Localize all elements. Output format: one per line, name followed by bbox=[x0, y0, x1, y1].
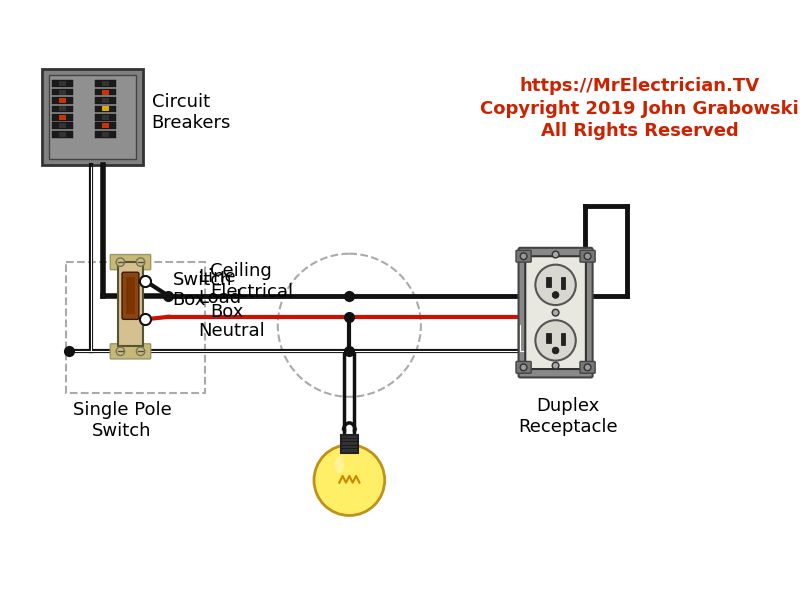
Circle shape bbox=[136, 347, 145, 356]
FancyBboxPatch shape bbox=[561, 333, 565, 344]
Ellipse shape bbox=[334, 457, 344, 473]
FancyBboxPatch shape bbox=[516, 250, 531, 262]
FancyBboxPatch shape bbox=[546, 277, 550, 287]
Circle shape bbox=[535, 265, 576, 305]
FancyBboxPatch shape bbox=[59, 115, 66, 120]
FancyBboxPatch shape bbox=[52, 106, 74, 112]
Text: Duplex
Receptacle: Duplex Receptacle bbox=[518, 397, 618, 436]
Text: https://MrElectrician.TV: https://MrElectrician.TV bbox=[520, 77, 760, 95]
FancyBboxPatch shape bbox=[516, 361, 531, 373]
FancyBboxPatch shape bbox=[95, 122, 116, 129]
FancyBboxPatch shape bbox=[102, 131, 109, 137]
FancyBboxPatch shape bbox=[95, 89, 116, 95]
FancyBboxPatch shape bbox=[59, 106, 66, 112]
FancyBboxPatch shape bbox=[95, 114, 116, 121]
FancyBboxPatch shape bbox=[118, 262, 143, 346]
FancyBboxPatch shape bbox=[102, 115, 109, 120]
Circle shape bbox=[314, 445, 385, 515]
FancyBboxPatch shape bbox=[518, 248, 593, 377]
FancyBboxPatch shape bbox=[59, 131, 66, 137]
FancyBboxPatch shape bbox=[580, 361, 595, 373]
Circle shape bbox=[552, 292, 559, 298]
FancyBboxPatch shape bbox=[341, 434, 358, 453]
Circle shape bbox=[584, 364, 591, 371]
Text: Ceiling
Electrical
Box: Ceiling Electrical Box bbox=[210, 262, 294, 322]
Circle shape bbox=[520, 364, 527, 371]
Text: Circuit
Breakers: Circuit Breakers bbox=[151, 93, 231, 131]
Circle shape bbox=[136, 258, 145, 266]
Circle shape bbox=[116, 258, 125, 266]
FancyBboxPatch shape bbox=[95, 97, 116, 104]
Text: Switch
Box: Switch Box bbox=[173, 271, 232, 310]
FancyBboxPatch shape bbox=[110, 344, 150, 359]
FancyBboxPatch shape bbox=[59, 81, 66, 86]
Circle shape bbox=[116, 347, 125, 356]
Text: Load: Load bbox=[198, 289, 241, 307]
Circle shape bbox=[552, 362, 559, 369]
Circle shape bbox=[584, 253, 591, 260]
FancyBboxPatch shape bbox=[102, 89, 109, 95]
FancyBboxPatch shape bbox=[59, 89, 66, 95]
FancyBboxPatch shape bbox=[49, 75, 136, 158]
Circle shape bbox=[552, 309, 559, 316]
FancyBboxPatch shape bbox=[126, 277, 134, 314]
FancyBboxPatch shape bbox=[52, 97, 74, 104]
FancyBboxPatch shape bbox=[52, 122, 74, 129]
FancyBboxPatch shape bbox=[102, 106, 109, 112]
FancyBboxPatch shape bbox=[52, 89, 74, 95]
FancyBboxPatch shape bbox=[42, 68, 143, 166]
FancyBboxPatch shape bbox=[580, 250, 595, 262]
Text: Single Pole
Switch: Single Pole Switch bbox=[73, 401, 171, 440]
Circle shape bbox=[552, 347, 559, 354]
FancyBboxPatch shape bbox=[52, 114, 74, 121]
FancyBboxPatch shape bbox=[52, 80, 74, 87]
Text: Neutral: Neutral bbox=[198, 322, 265, 340]
Circle shape bbox=[552, 251, 559, 258]
FancyBboxPatch shape bbox=[102, 81, 109, 86]
FancyBboxPatch shape bbox=[95, 80, 116, 87]
Text: All Rights Reserved: All Rights Reserved bbox=[541, 122, 738, 140]
Text: Line: Line bbox=[198, 268, 235, 286]
FancyBboxPatch shape bbox=[102, 98, 109, 103]
FancyBboxPatch shape bbox=[95, 106, 116, 112]
Circle shape bbox=[520, 253, 527, 260]
FancyBboxPatch shape bbox=[59, 123, 66, 128]
Text: Copyright 2019 John Grabowski: Copyright 2019 John Grabowski bbox=[480, 100, 799, 118]
FancyBboxPatch shape bbox=[52, 131, 74, 137]
FancyBboxPatch shape bbox=[122, 272, 139, 319]
Circle shape bbox=[535, 320, 576, 361]
FancyBboxPatch shape bbox=[102, 123, 109, 128]
FancyBboxPatch shape bbox=[561, 277, 565, 289]
FancyBboxPatch shape bbox=[59, 98, 66, 103]
FancyBboxPatch shape bbox=[546, 333, 550, 343]
FancyBboxPatch shape bbox=[110, 254, 150, 269]
FancyBboxPatch shape bbox=[526, 256, 586, 369]
FancyBboxPatch shape bbox=[95, 131, 116, 137]
